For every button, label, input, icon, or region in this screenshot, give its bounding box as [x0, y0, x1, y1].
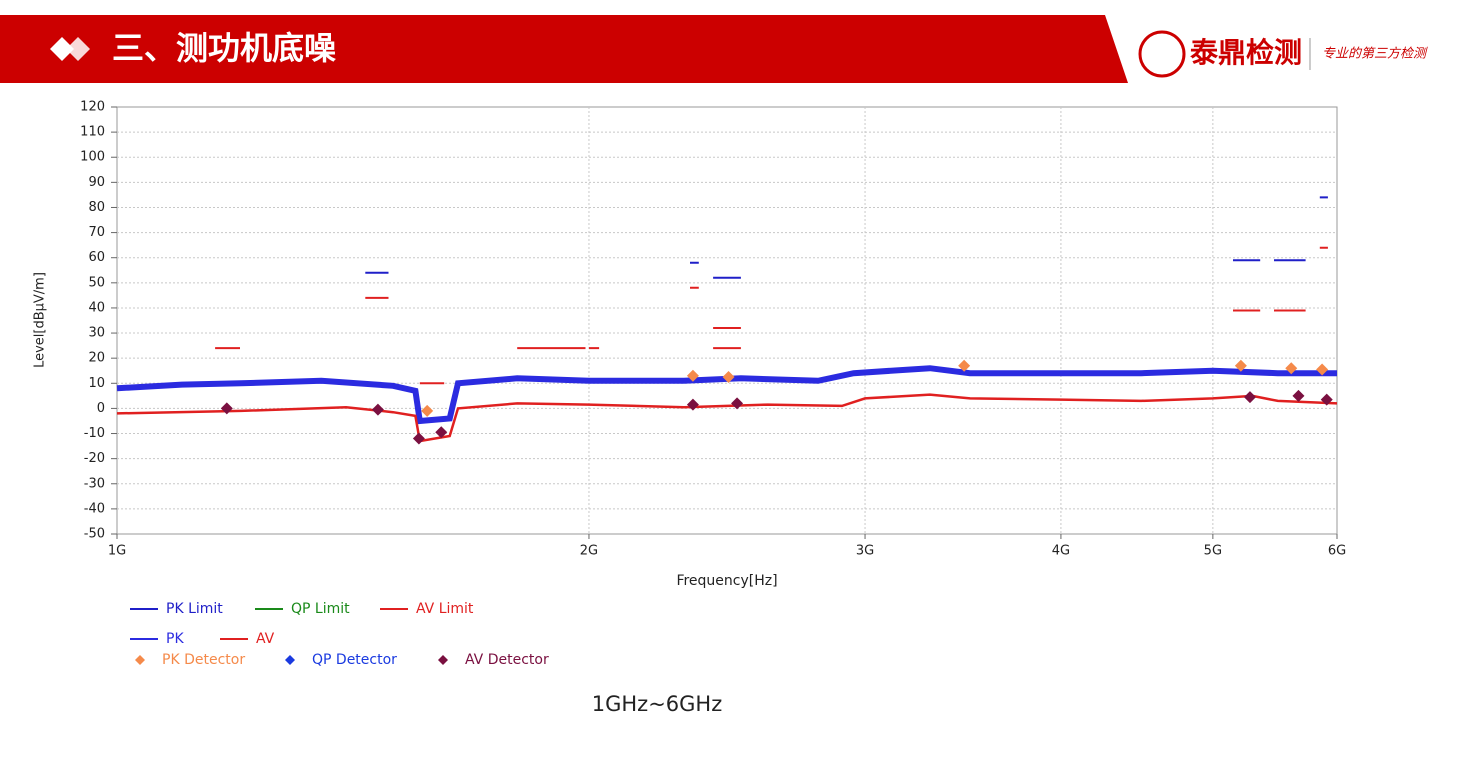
y-tick-label: 110 — [80, 125, 105, 140]
header-bar — [0, 15, 1128, 83]
header-icon — [50, 37, 90, 61]
y-tick-label: 20 — [88, 351, 105, 366]
y-tick-label: 60 — [88, 250, 105, 265]
detector-marker — [686, 398, 699, 411]
legend-label: PK — [166, 631, 184, 647]
detector-marker — [722, 371, 735, 384]
detector-marker — [412, 432, 425, 445]
detector-marker — [1316, 363, 1329, 376]
y-tick-label: -20 — [84, 451, 105, 466]
plot-frame — [116, 106, 1338, 535]
x-tick-label: 1G — [108, 544, 126, 559]
detector-marker — [1320, 393, 1333, 406]
detector-marker — [1292, 389, 1305, 402]
legend-swatch — [135, 655, 145, 665]
y-tick-label: 90 — [88, 175, 105, 190]
y-tick-label: 50 — [88, 275, 105, 290]
legend-label: PK Detector — [162, 652, 245, 668]
y-tick-label: 70 — [88, 225, 105, 240]
legend-label: PK Limit — [166, 601, 223, 617]
logo-name: 泰鼎检测 — [1190, 36, 1302, 69]
legend-label: AV Limit — [416, 601, 474, 617]
y-axis-label: Level[dBµV/m] — [33, 272, 48, 368]
y-tick-label: -30 — [84, 476, 105, 491]
logo-mark — [1138, 30, 1186, 78]
x-tick-label: 3G — [856, 544, 874, 559]
caption: 1GHz~6GHz — [592, 692, 723, 716]
detector-marker — [958, 359, 971, 372]
detector-marker — [371, 403, 384, 416]
y-tick-label: 40 — [88, 300, 105, 315]
x-tick-label: 4G — [1052, 544, 1070, 559]
detector-marker — [1285, 362, 1298, 375]
y-tick-label: 30 — [88, 326, 105, 341]
y-tick-label: 80 — [88, 200, 105, 215]
y-tick-label: 0 — [97, 401, 105, 416]
x-tick-label: 6G — [1328, 544, 1346, 559]
x-tick-label: 5G — [1204, 544, 1222, 559]
logo-slogan: 专业的第三方检测 — [1322, 46, 1428, 62]
y-tick-label: -40 — [84, 501, 105, 516]
y-tick-label: -10 — [84, 426, 105, 441]
y-tick-label: -50 — [84, 527, 105, 542]
legend-swatch — [285, 655, 295, 665]
limit-line — [365, 196, 1328, 279]
trace-line — [116, 393, 1338, 443]
header-title: 三、测功机底噪 — [112, 29, 336, 67]
y-tick-label: 120 — [80, 100, 105, 115]
x-tick-label: 2G — [580, 544, 598, 559]
detector-marker — [686, 369, 699, 382]
legend-label: QP Detector — [312, 652, 397, 668]
detector-marker — [1243, 391, 1256, 404]
legend-swatch — [438, 655, 448, 665]
limit-line — [215, 246, 1328, 385]
detector-marker — [220, 402, 233, 415]
legend-label: QP Limit — [291, 601, 350, 617]
trace-line — [116, 365, 1337, 425]
y-tick-label: 10 — [88, 376, 105, 391]
x-axis-label: Frequency[Hz] — [676, 573, 777, 589]
detector-marker — [1234, 359, 1247, 372]
detector-marker — [731, 397, 744, 410]
y-tick-label: 100 — [80, 150, 105, 165]
legend-label: AV Detector — [465, 652, 549, 668]
detector-marker — [435, 426, 448, 439]
legend-label: AV — [256, 631, 275, 647]
detector-marker — [421, 404, 434, 417]
